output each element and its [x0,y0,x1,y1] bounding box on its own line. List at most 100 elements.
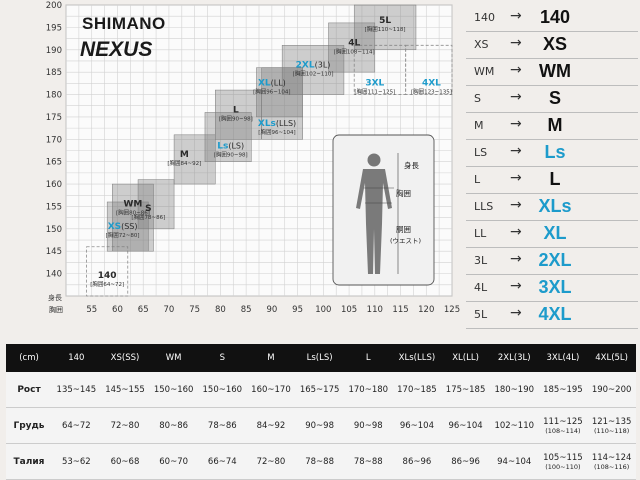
size-map-row: L → L [466,166,638,194]
y-tick-label: 160 [46,180,62,190]
table-header-row: (cm) 140 XS(SS) WM S M Ls(LS) L XLs(LLS) XL(LL) 2X… [6,344,636,372]
figure-label-chest: 胸囲 [396,188,411,198]
region-label-wm: WM [123,199,142,209]
new-size-label: XL [543,223,567,243]
cell-value: 114~124 [591,452,632,463]
x-tick-label: 55 [86,305,97,315]
column-header: Ls(LS) [295,344,344,372]
region-label-ls: Ls(LS) [217,141,244,151]
table-cell: 150~160 [197,372,247,408]
table-cell: 185~195 [538,372,588,408]
cell-value: 145~155 [105,384,145,395]
divider [466,193,638,194]
x-tick-label: 120 [418,305,434,315]
new-size-label: S [548,88,561,108]
region-label-2xl: 2XL(3L) [296,61,331,71]
figure-frame [332,134,435,286]
divider [466,220,638,221]
column-header: (cm) [6,344,52,372]
region-sub-label: [胸囲102~110] [293,70,334,78]
region-label-xl: XL(LL) [258,79,286,89]
y-tick-label: 140 [46,270,62,280]
table-cell: 111~125 (108~114) [538,407,588,444]
region-sub-label: [胸囲80~86] [116,208,150,216]
table-cell: 72~80 [100,407,150,444]
cell-value: 90~98 [353,420,383,431]
region-label-xls: XLs(LLS) [258,119,296,129]
divider [466,58,638,59]
divider [466,112,638,113]
cell-value: 121~135 [591,416,632,427]
arrow-right-icon: → [510,197,522,213]
arrow-right-icon: → [510,143,522,159]
size-region-xl [256,67,303,118]
x-tick-label: 95 [292,305,303,315]
table-cell: 90~98 [343,407,393,444]
column-header: WM [149,344,198,372]
old-size-label: L [474,173,481,186]
column-header: 140 [52,344,101,372]
region-label-s: S [145,204,151,214]
cell-value: 72~80 [256,456,286,467]
size-table: (cm) 140 XS(SS) WM S M Ls(LS) L XLs(LLS) XL(LL) 2X… [6,344,636,480]
table-cell: 78~88 [295,443,344,480]
cell-value: 150~160 [202,384,243,395]
x-tick-label: 80 [215,305,226,315]
old-size-label: S [474,92,481,105]
y-tick-label: 145 [46,247,62,257]
size-region-4xl [405,44,453,95]
old-size-label: 140 [474,11,495,24]
y-tick-label: 175 [46,113,62,123]
cell-value: 72~80 [110,420,140,431]
table-cell: 170~180 [343,372,393,408]
cell-value: 60~68 [110,456,140,467]
cell-value: 86~96 [451,456,480,467]
row-header: Талия [6,443,52,480]
size-map-row: LS → Ls [466,139,638,167]
cell-value: 94~104 [497,456,532,467]
region-label-4xl: 4XL [422,79,441,89]
row-header: Грудь [6,407,52,444]
region-sub-label: [胸囲72~80] [106,231,140,239]
column-header: S [197,344,247,372]
column-header: XS(SS) [100,344,150,372]
column-header: L [343,344,393,372]
y-tick-label: 195 [46,23,62,33]
cell-value: 78~86 [207,420,237,431]
arrow-right-icon: → [510,224,522,240]
cell-value: 78~88 [305,456,334,467]
region-sub-label: [胸囲64~72] [90,280,124,288]
y-tick-label: 155 [46,202,62,212]
cell-value: 60~70 [159,456,189,467]
divider [466,139,638,140]
size-conversion-list: 140 → 140 XS → XS WM → WM S → S M → M LS → Ls L → L LLS → XLs LL… [466,4,638,329]
arrow-right-icon: → [510,251,522,267]
size-region-5l [353,4,417,51]
x-tick-label: 85 [241,305,252,315]
cell-value: 96~104 [399,420,434,431]
new-size-label: XS [542,34,567,54]
region-label-3xl: 3XL [365,79,384,89]
size-map-row: 5L → 4XL [466,301,638,329]
old-size-label: LS [474,146,488,159]
table-cell: 180~190 [489,372,539,408]
new-size-label: WM [539,61,571,81]
table-cell: 53~62 [52,443,101,480]
figure-label-waist: 胴囲 [396,225,411,234]
arrow-right-icon: → [510,170,522,186]
y-tick-label: 170 [46,135,62,145]
table-cell: 165~175 [295,372,344,408]
region-sub-label: [胸囲84~92] [167,159,201,167]
table-cell: 102~110 [489,407,539,444]
region-sub-label: [胸囲123~135] [411,88,452,96]
x-tick-label: 60 [112,305,123,315]
y-tick-label: 185 [46,68,62,78]
region-label-m: M [180,150,189,160]
table-row: Талия 53~62 60~68 60~70 66~74 72~80 78~88 78~88… [6,443,636,480]
size-region-m [173,134,216,185]
divider [466,85,638,86]
cell-value: 185~195 [543,384,583,395]
divider [466,247,638,248]
old-size-label: 4L [474,281,488,294]
region-label-l: L [233,105,239,115]
